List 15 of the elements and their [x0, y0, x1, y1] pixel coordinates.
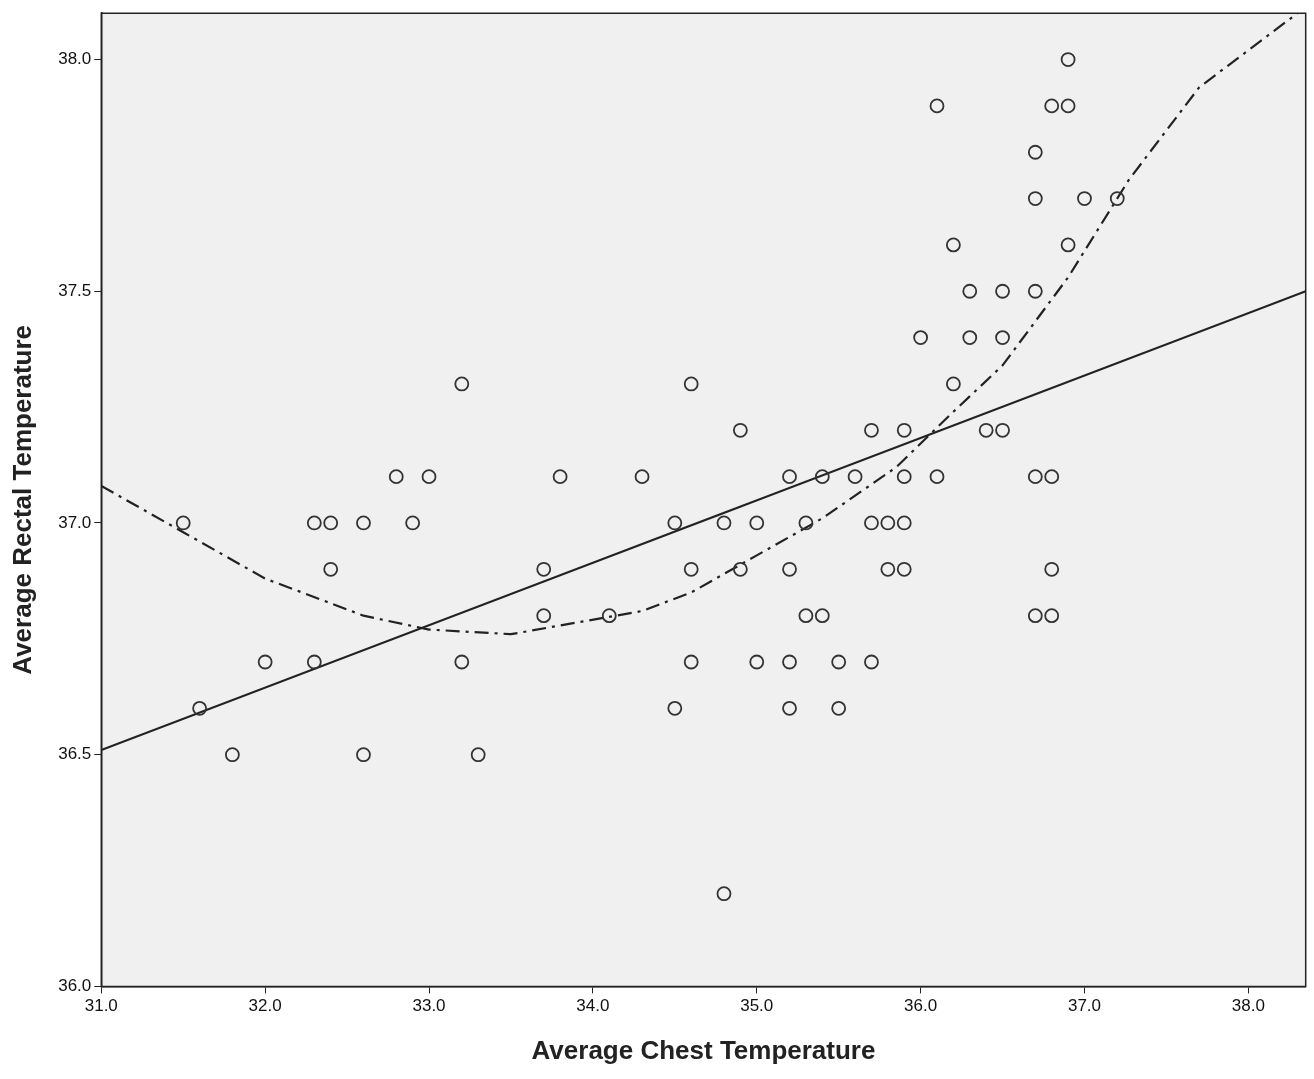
x-tick-label: 36.0: [904, 996, 938, 1016]
x-tick-label: 32.0: [248, 996, 282, 1016]
y-axis-title: Average Rectal Temperature: [6, 324, 37, 675]
x-tick-label: 38.0: [1231, 996, 1265, 1016]
y-tick-label: 38.0: [58, 49, 92, 69]
x-tick-label: 33.0: [412, 996, 446, 1016]
y-tick-label: 37.0: [58, 512, 92, 532]
x-tick-label: 34.0: [576, 996, 610, 1016]
y-tick-label: 36.5: [58, 744, 92, 764]
x-axis-title: Average Chest Temperature: [531, 1034, 876, 1065]
y-tick-label: 37.5: [58, 280, 92, 300]
x-tick-label: 35.0: [740, 996, 774, 1016]
x-tick-label: 31.0: [84, 996, 118, 1016]
y-tick-label: 36.0: [58, 976, 92, 996]
x-tick-label: 37.0: [1067, 996, 1102, 1016]
